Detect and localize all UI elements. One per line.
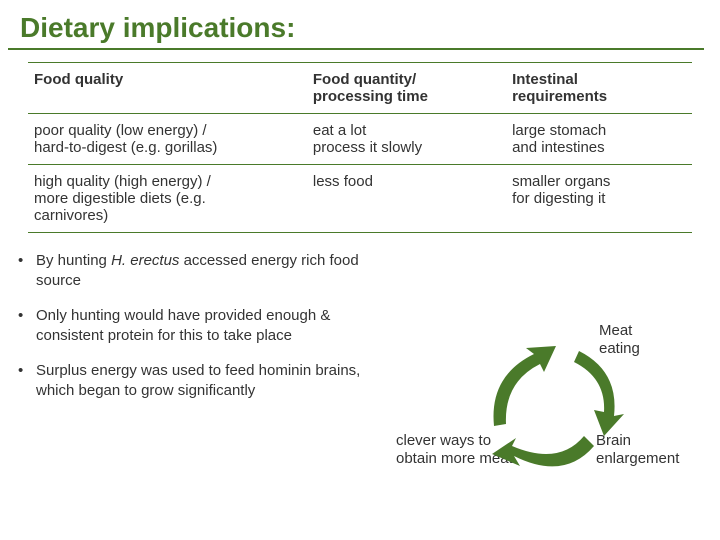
bullet-list: By hunting H. erectus accessed energy ri…	[10, 251, 400, 416]
table-row: high quality (high energy) / more digest…	[28, 165, 692, 233]
table-header-row: Food quality Food quantity/ processing t…	[28, 63, 692, 114]
cell-intestinal-poor: large stomach and intestines	[506, 114, 692, 165]
cell-quantity-high: less food	[307, 165, 506, 233]
page-title: Dietary implications:	[8, 0, 704, 50]
cell-quality-poor: poor quality (low energy) / hard-to-dige…	[28, 114, 307, 165]
diet-table: Food quality Food quantity/ processing t…	[28, 62, 692, 233]
th-food-quantity: Food quantity/ processing time	[307, 63, 506, 114]
cell-quantity-poor: eat a lot process it slowly	[307, 114, 506, 165]
list-item: Surplus energy was used to feed hominin …	[10, 361, 400, 416]
list-item: Only hunting would have provided enough …	[10, 306, 400, 361]
cell-intestinal-high: smaller organs for digesting it	[506, 165, 692, 233]
cell-quality-high: high quality (high energy) / more digest…	[28, 165, 307, 233]
th-food-quality: Food quality	[28, 63, 307, 114]
th-intestinal: Intestinal requirements	[506, 63, 692, 114]
table-row: poor quality (low energy) / hard-to-dige…	[28, 114, 692, 165]
list-item: By hunting H. erectus accessed energy ri…	[10, 251, 400, 306]
cycle-diagram: Meat eating Brain enlargement clever way…	[404, 316, 694, 516]
cycle-arrow-icon	[474, 336, 634, 486]
